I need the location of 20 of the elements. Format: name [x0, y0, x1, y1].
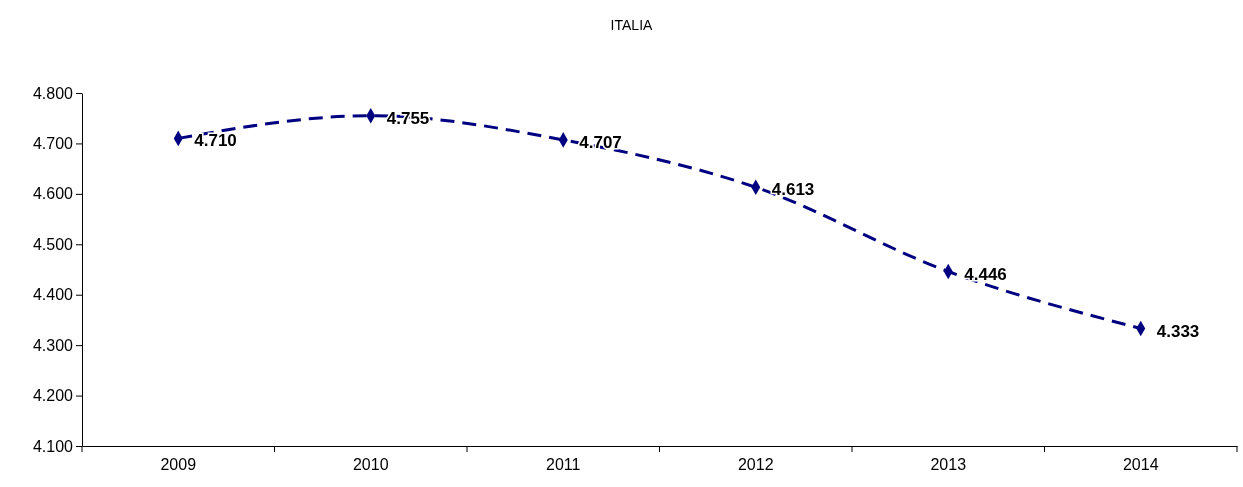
- y-tick-label: 4.600: [32, 185, 74, 203]
- y-tick-label: 4.500: [32, 235, 74, 253]
- x-tick-label: 2010: [352, 455, 389, 473]
- x-tick-label: 2014: [1122, 455, 1159, 473]
- y-tick-label: 4.200: [32, 387, 74, 405]
- data-label: 4.707: [579, 132, 622, 152]
- data-label: 4.710: [194, 131, 237, 151]
- chart-title: ITALIA: [610, 17, 654, 33]
- x-tick-label: 2009: [160, 455, 197, 473]
- data-label: 4.613: [771, 180, 815, 200]
- y-tick-label: 4.100: [32, 437, 74, 455]
- y-tick-label: 4.800: [32, 84, 74, 102]
- y-tick-label: 4.700: [32, 135, 74, 153]
- data-label: 4.446: [964, 264, 1007, 284]
- x-tick-label: 2013: [930, 455, 967, 473]
- x-tick-label: 2011: [546, 455, 581, 473]
- data-label: 4.333: [1156, 321, 1200, 341]
- y-tick-label: 4.400: [32, 286, 74, 304]
- x-tick-label: 2012: [737, 455, 774, 473]
- y-tick-label: 4.300: [32, 336, 74, 354]
